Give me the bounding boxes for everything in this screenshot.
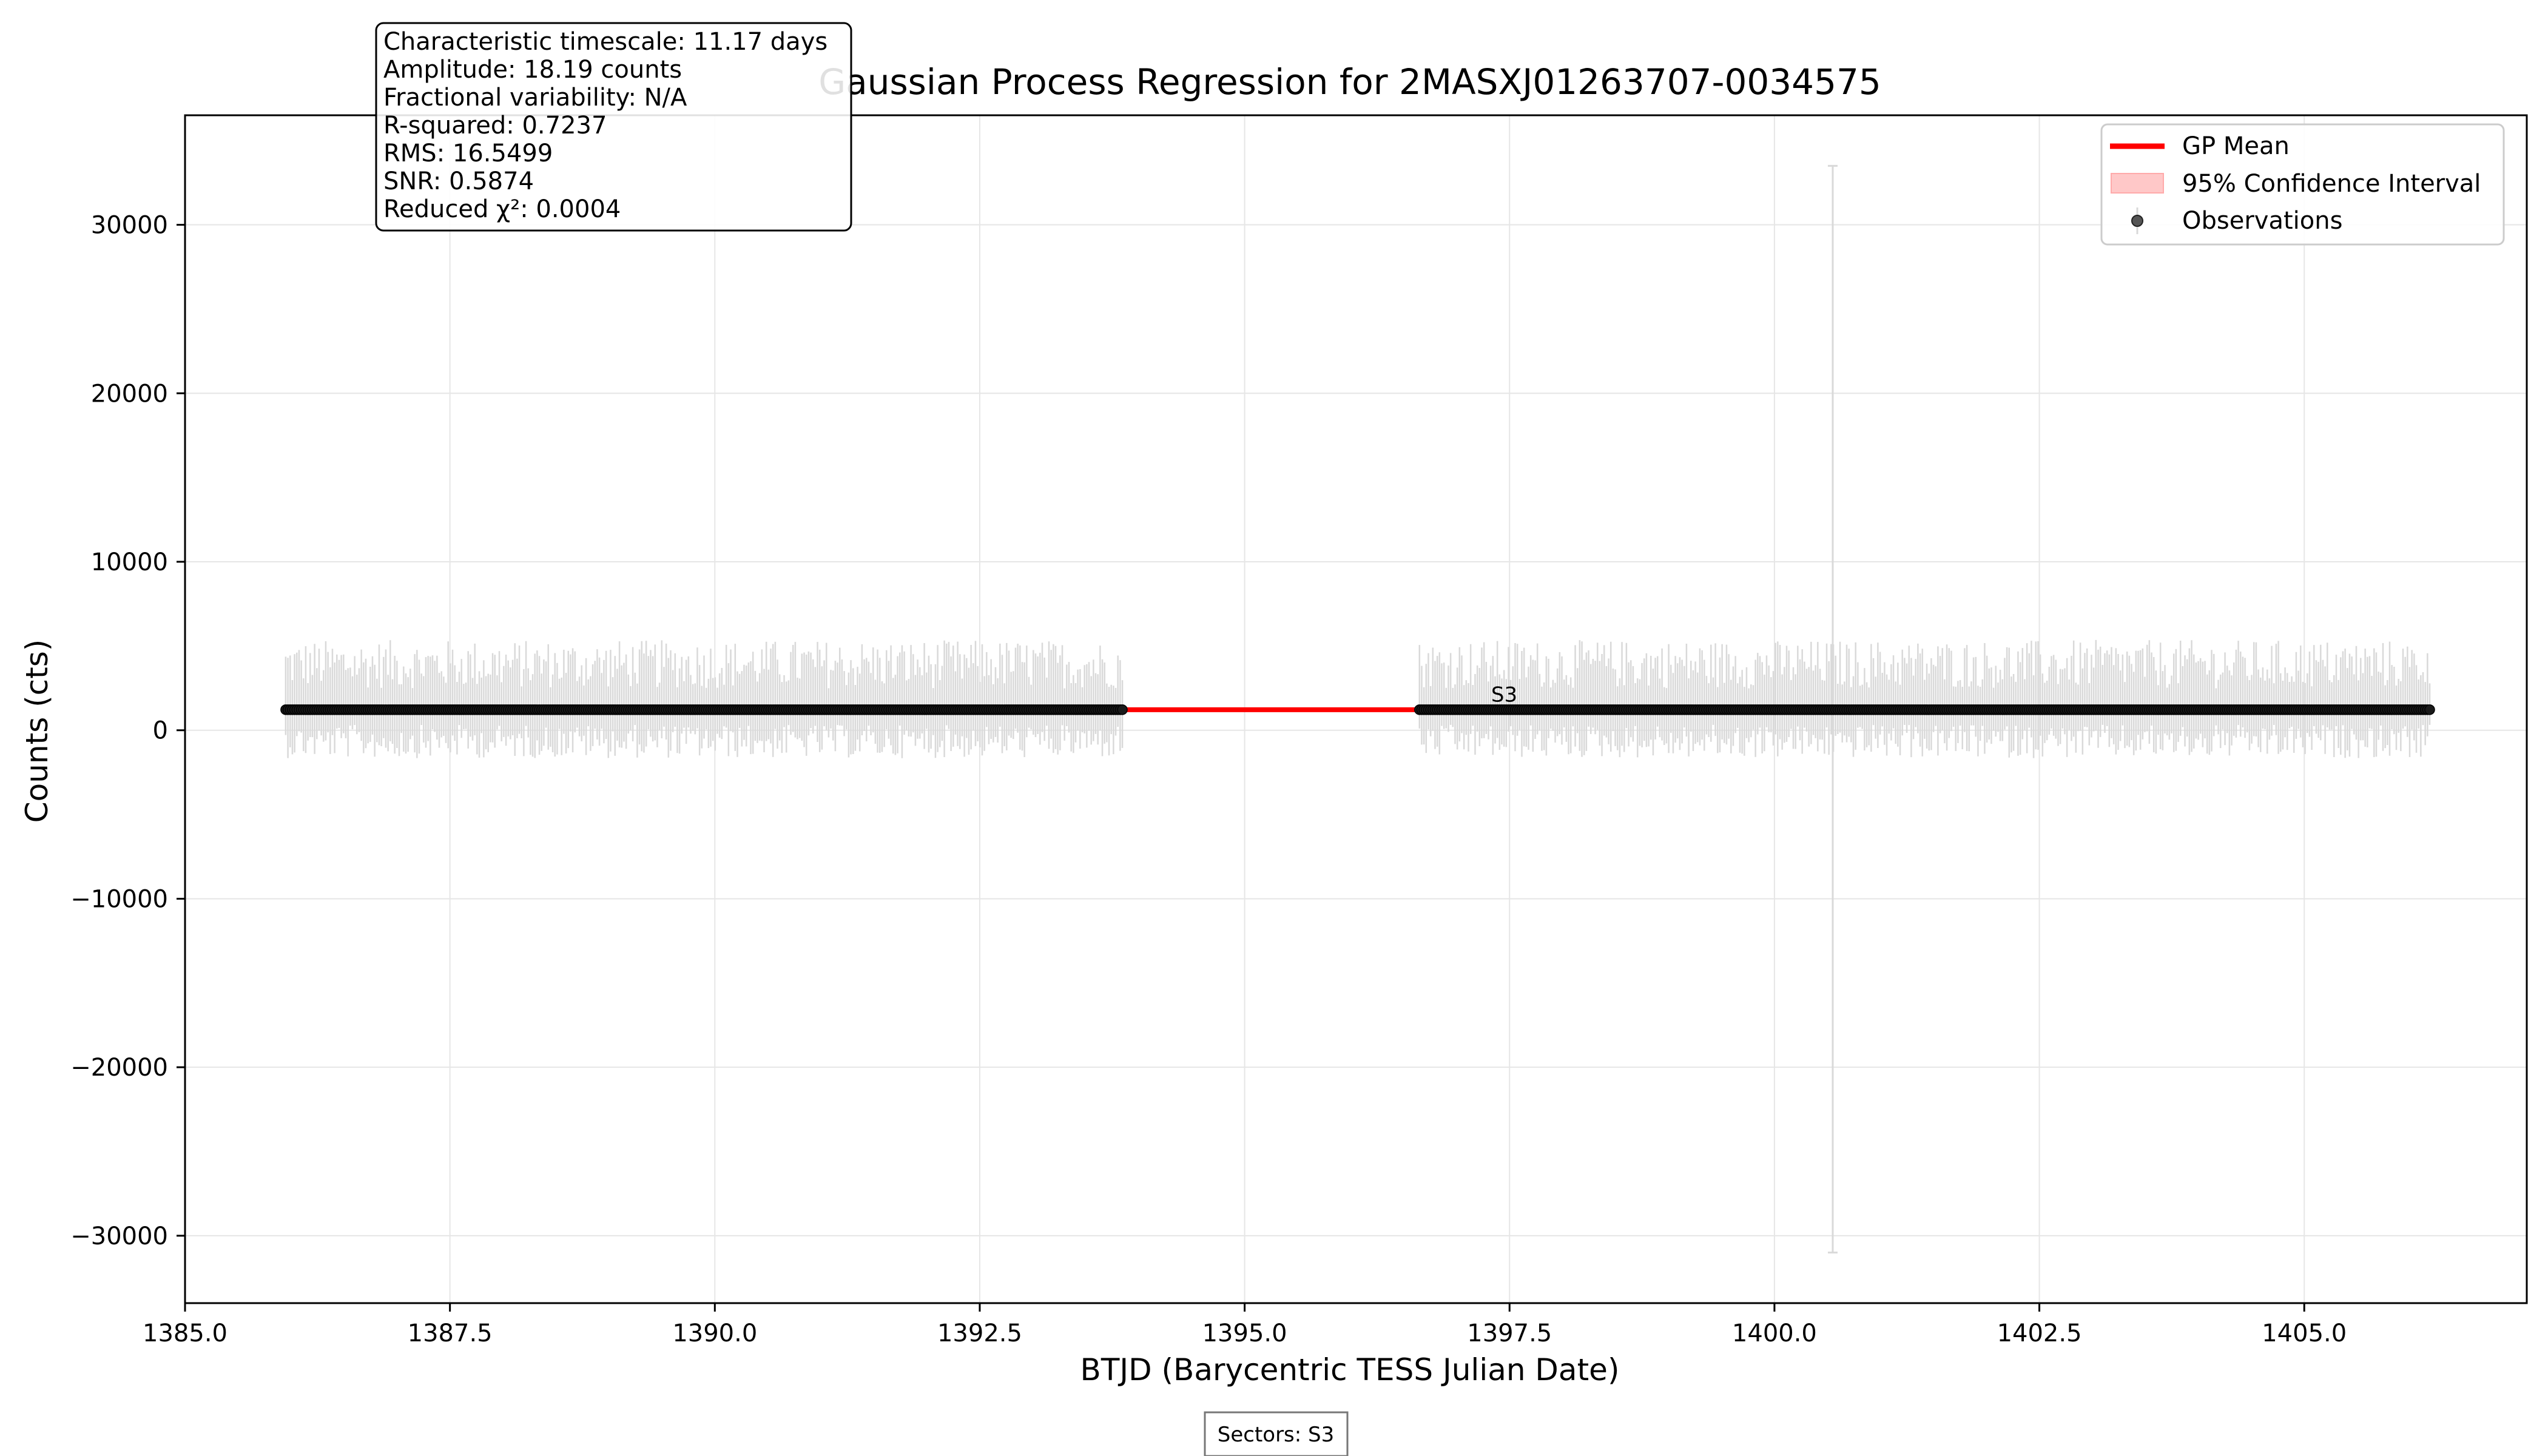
x-tick-label: 1395.0 [1202, 1320, 1287, 1347]
x-tick-label: 1387.5 [408, 1320, 493, 1347]
sectors-box-frame [1204, 1411, 1349, 1456]
observation-point [2424, 704, 2435, 715]
y-tick-label: −20000 [70, 1054, 168, 1082]
legend-frame [2100, 123, 2505, 246]
x-tick-label: 1400.0 [1732, 1320, 1817, 1347]
x-tick-label: 1405.0 [2262, 1320, 2347, 1347]
y-tick-label: 0 [153, 717, 168, 745]
y-tick-label: 30000 [91, 212, 168, 240]
x-tick-label: 1392.5 [937, 1320, 1022, 1347]
stats-line: Fractional variability: N/A [383, 84, 687, 112]
stats-line: RMS: 16.5499 [383, 140, 553, 167]
stats-box-frame [375, 22, 852, 232]
chart-title: Gaussian Process Regression for 2MASXJ01… [818, 61, 1881, 103]
x-axis-ticks: 1385.0 1387.5 1390.0 1392.5 1395.0 1397.5 1400… [143, 1303, 2347, 1347]
observations-series [280, 704, 2435, 715]
stats-line: SNR: 0.5874 [383, 167, 534, 195]
x-tick-label: 1402.5 [1997, 1320, 2082, 1347]
sectors-box: Sectors: S3 [1204, 1411, 1349, 1456]
y-tick-label: 20000 [91, 380, 168, 408]
sectors-label: Sectors: S3 [1218, 1423, 1335, 1447]
legend: GP Mean 95% Confidence Interval Observat… [2100, 123, 2505, 246]
stats-line: Characteristic timescale: 11.17 days [383, 28, 827, 56]
grid-lines [184, 115, 2527, 1303]
sector-annotation: S3 [1491, 683, 1517, 707]
y-axis-ticks: −30000 −20000 −10000 0 10000 20000 30000 [70, 212, 185, 1250]
error-bars [285, 164, 2431, 1254]
legend-observations-label: Observations [2182, 207, 2342, 235]
x-tick-label: 1385.0 [143, 1320, 228, 1347]
x-tick-label: 1397.5 [1467, 1320, 1552, 1347]
y-axis-label: Counts (cts) [19, 639, 55, 823]
stats-box: Characteristic timescale: 11.17 days Amp… [375, 22, 852, 232]
x-tick-label: 1390.0 [672, 1320, 757, 1347]
legend-gp-mean-label: GP Mean [2182, 132, 2290, 160]
legend-confidence-label: 95% Confidence Interval [2182, 170, 2481, 198]
y-tick-label: −10000 [70, 885, 168, 913]
stats-line: R-squared: 0.7237 [383, 112, 607, 140]
y-tick-label: 10000 [91, 548, 168, 576]
plot-frame [184, 114, 2528, 1304]
x-axis-label: BTJD (Barycentric TESS Julian Date) [1080, 1352, 1620, 1387]
stats-line: Amplitude: 18.19 counts [383, 56, 682, 84]
observation-point [1117, 704, 1128, 715]
legend-observations-marker [2131, 215, 2143, 227]
stats-line: Reduced χ²: 0.0004 [383, 195, 621, 223]
y-tick-label: −30000 [70, 1222, 168, 1250]
legend-confidence-swatch [2111, 173, 2164, 194]
